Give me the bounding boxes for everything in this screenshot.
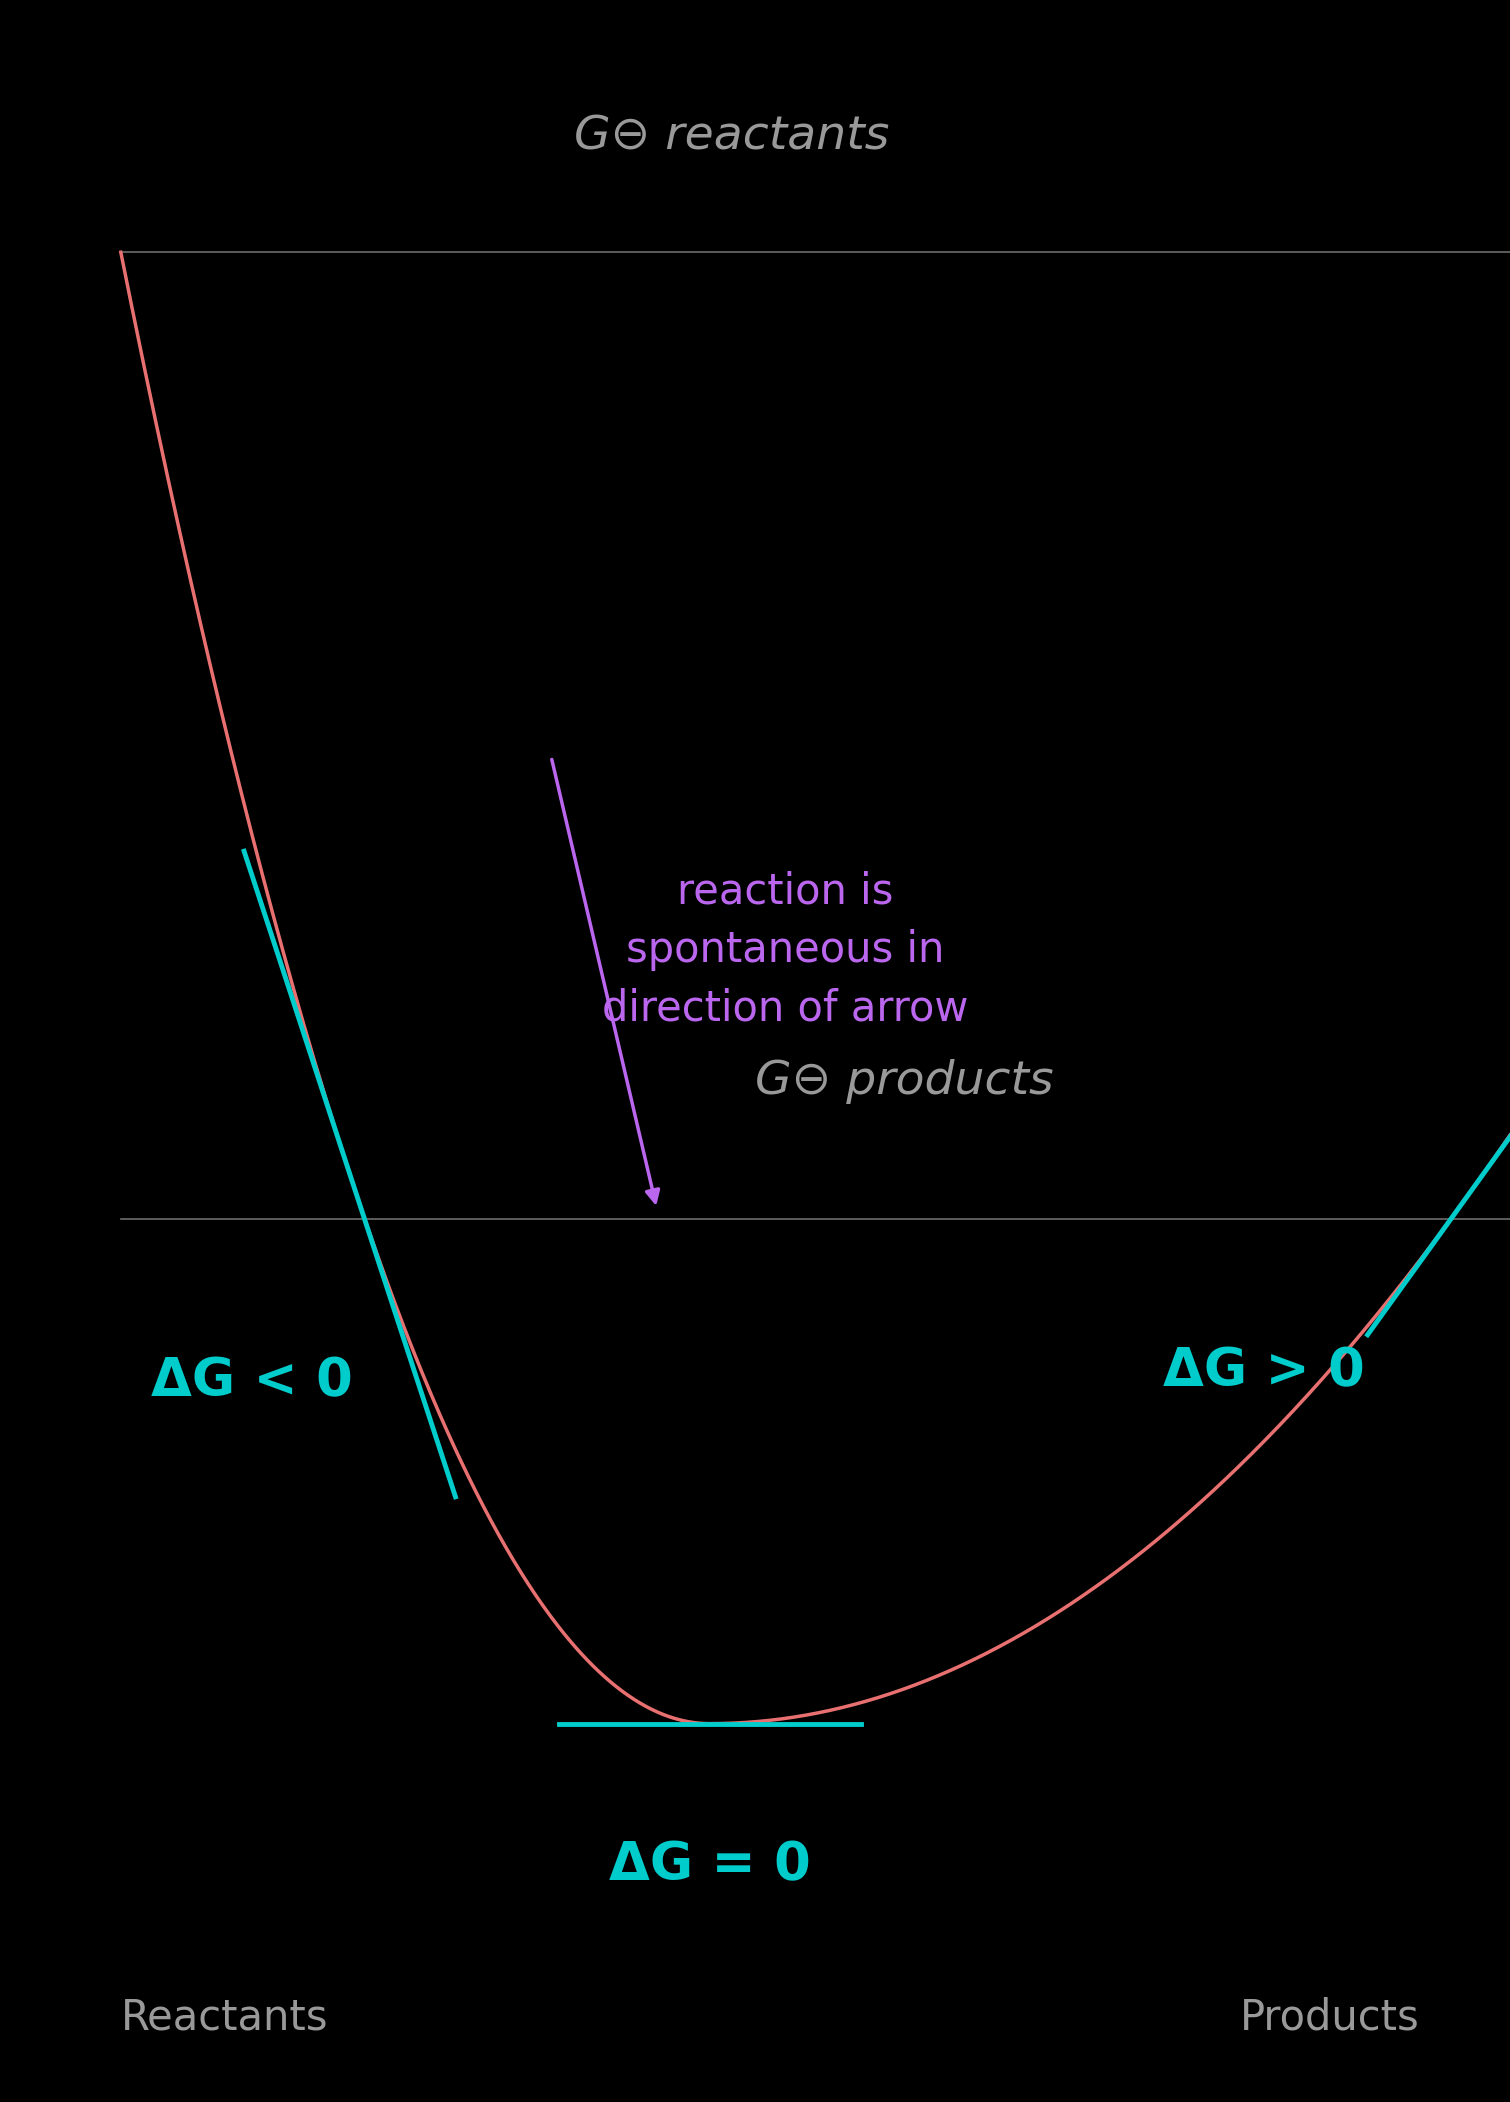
Text: ΔG = 0: ΔG = 0	[609, 1839, 811, 1892]
Text: reaction is
spontaneous in
direction of arrow: reaction is spontaneous in direction of …	[602, 870, 968, 1030]
Text: Products: Products	[1240, 1997, 1419, 2039]
Text: G⊖ products: G⊖ products	[755, 1059, 1054, 1104]
Text: Reactants: Reactants	[121, 1997, 328, 2039]
Text: ΔG < 0: ΔG < 0	[151, 1356, 353, 1408]
Text: G⊖ reactants: G⊖ reactants	[574, 114, 889, 160]
Text: ΔG > 0: ΔG > 0	[1163, 1345, 1365, 1398]
